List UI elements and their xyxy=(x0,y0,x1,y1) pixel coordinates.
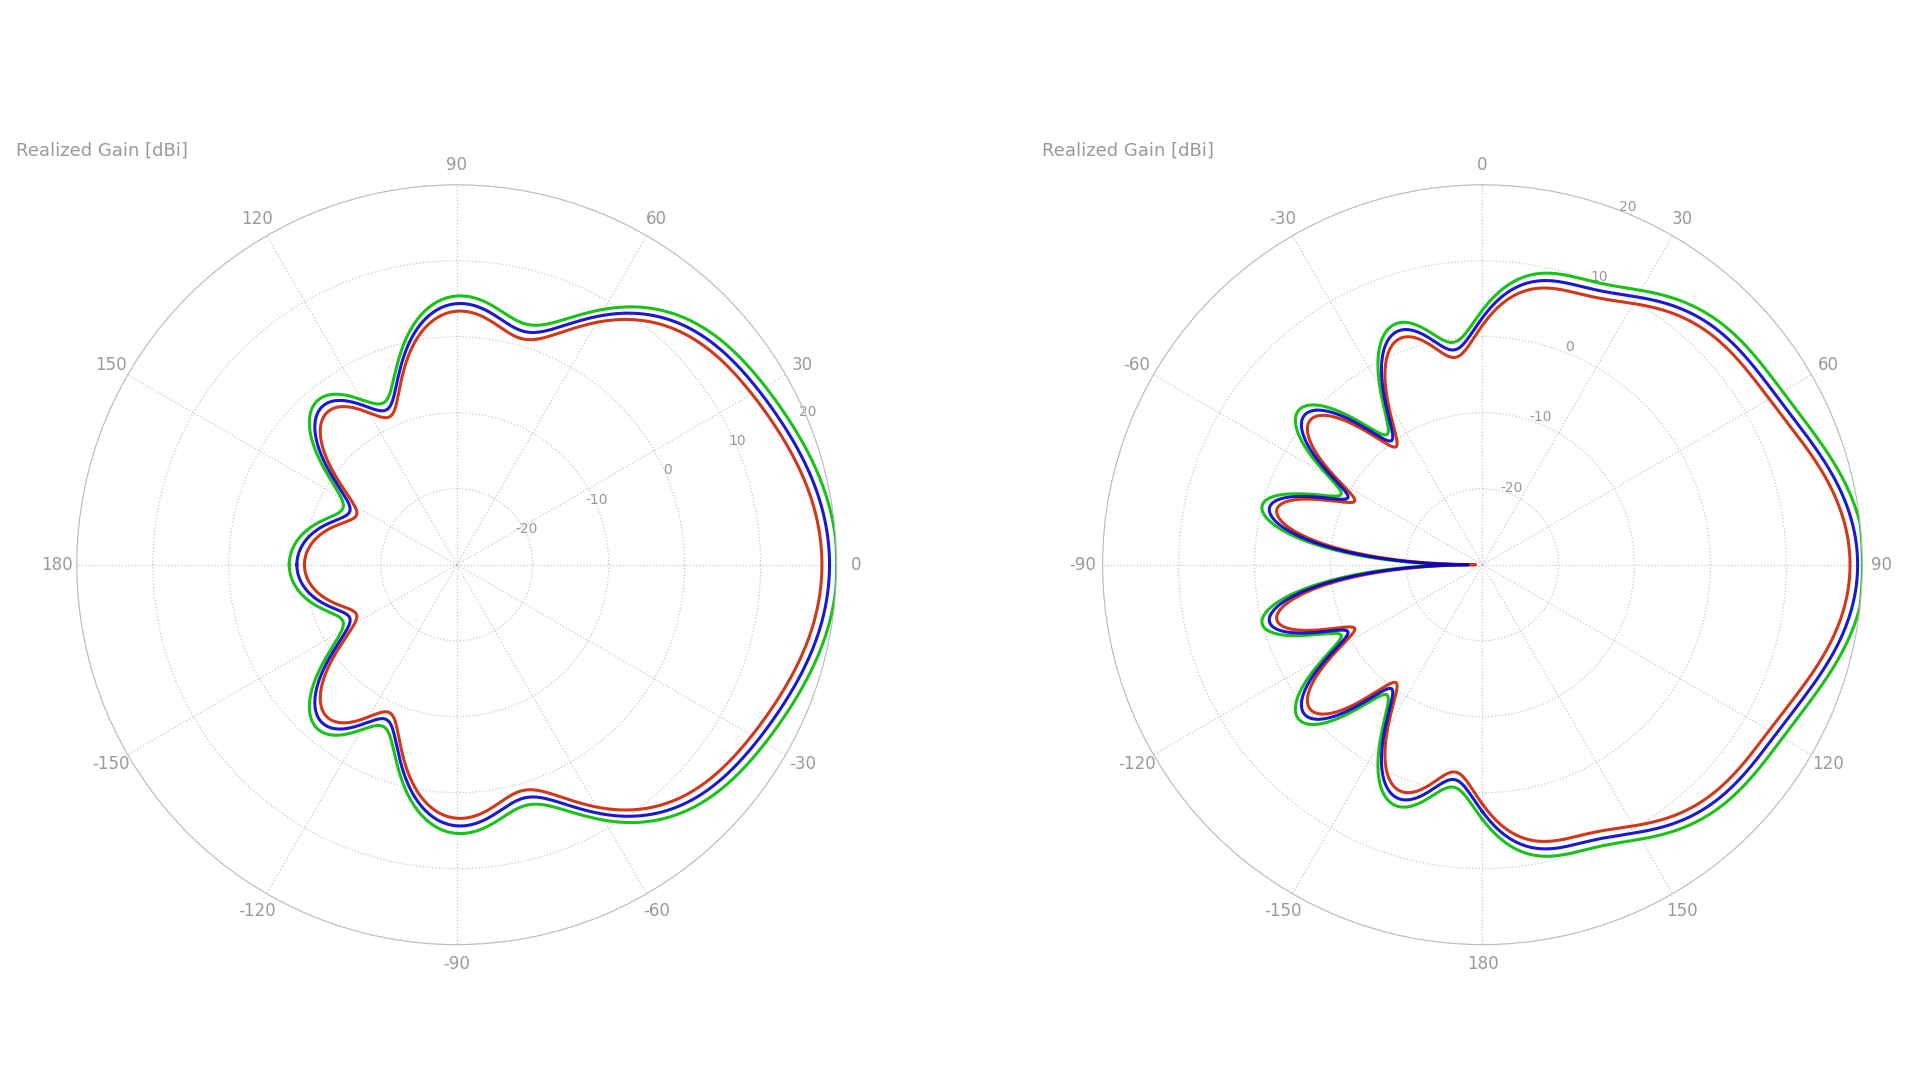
Text: Realized Gain [dBi]: Realized Gain [dBi] xyxy=(15,141,188,160)
Text: Realized Gain [dBi]: Realized Gain [dBi] xyxy=(1043,141,1213,160)
